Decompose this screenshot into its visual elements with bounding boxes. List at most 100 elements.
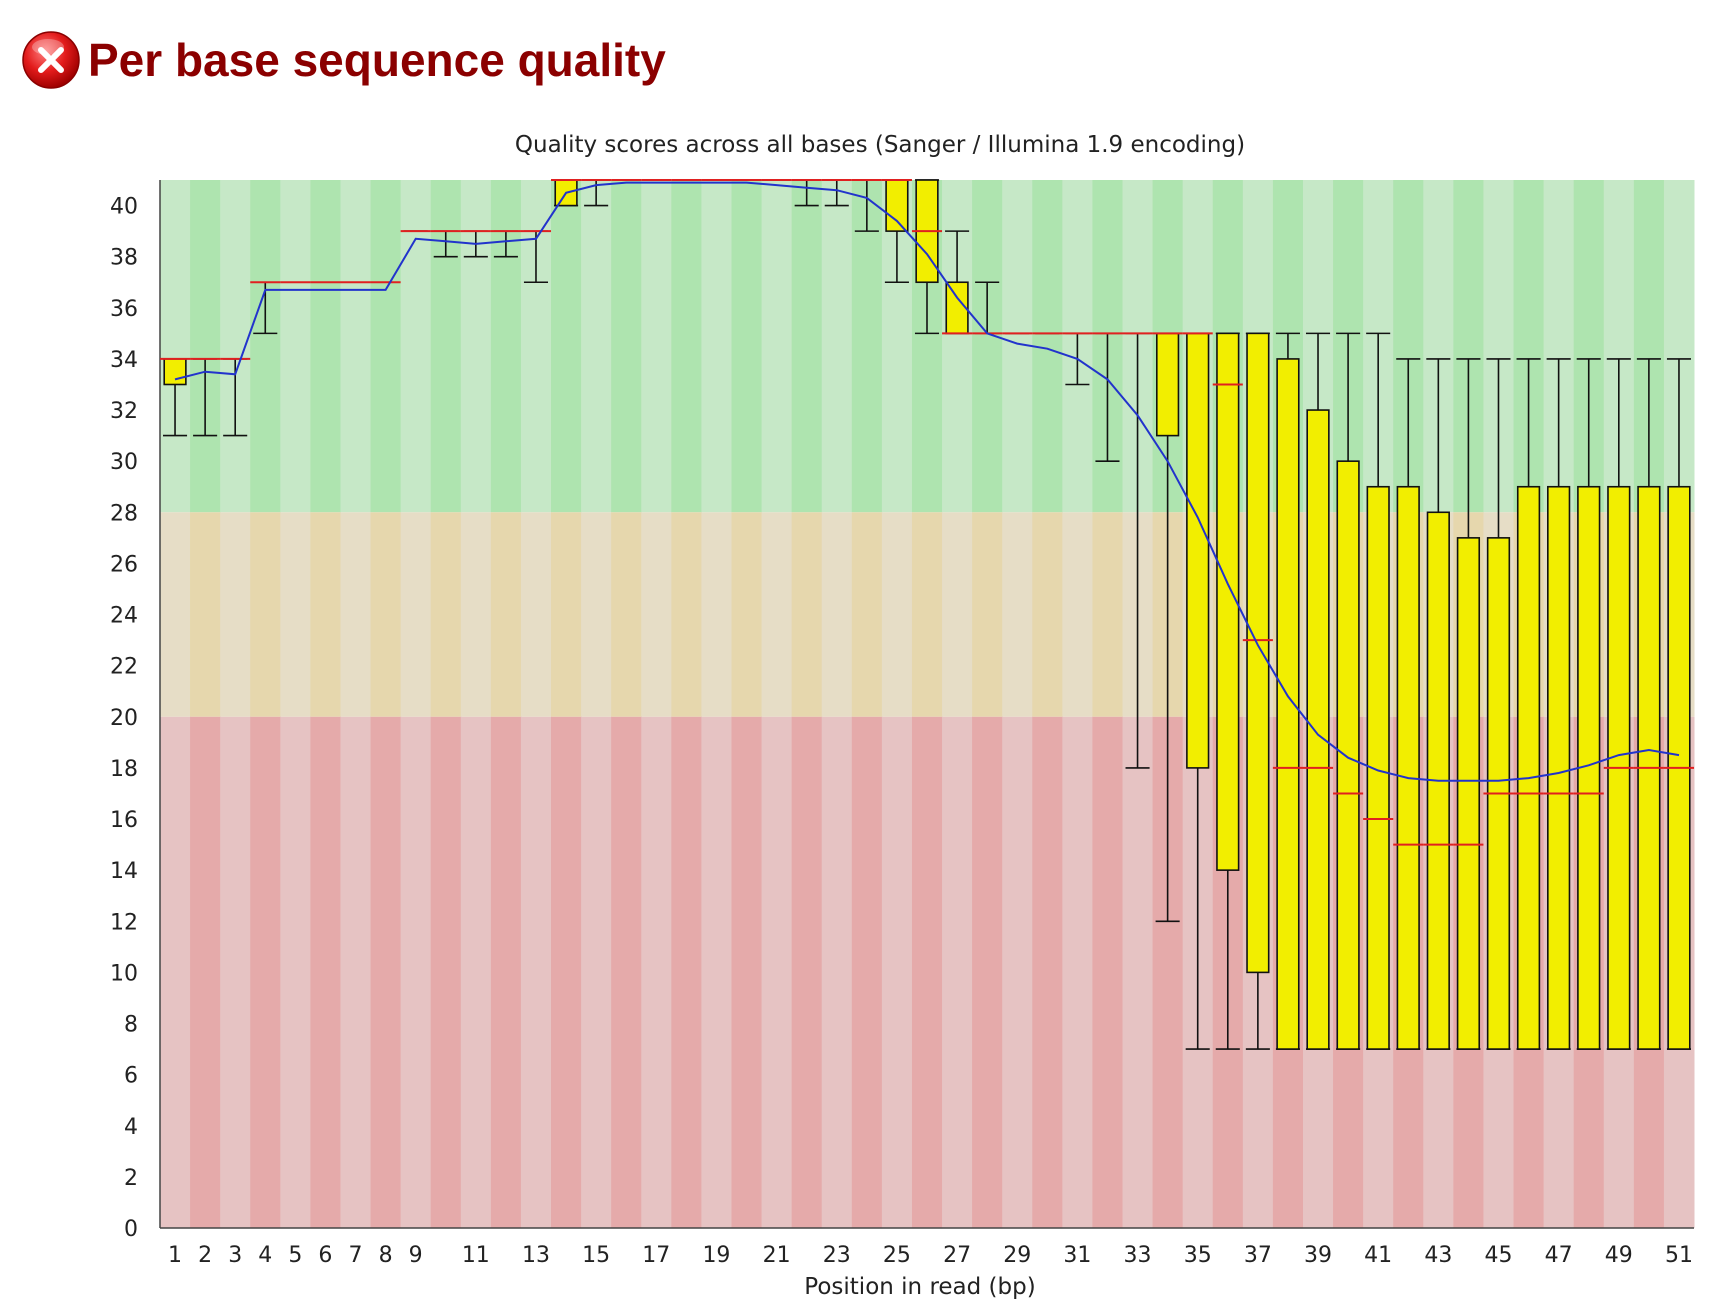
band-poor-stripe	[641, 716, 672, 1228]
iqr-box	[1336, 460, 1360, 1050]
band-warning-stripe	[761, 512, 793, 717]
band-warning-stripe	[821, 512, 853, 717]
x-tick-label: 39	[1304, 1243, 1332, 1268]
band-warning-stripe	[881, 512, 913, 717]
x-tick-label: 27	[943, 1243, 971, 1268]
band-warning-stripe	[731, 512, 763, 717]
band-warning-stripe	[280, 512, 311, 717]
band-good-stripe	[430, 180, 462, 513]
x-tick-label: 43	[1424, 1243, 1452, 1268]
x-tick-label: 6	[318, 1243, 332, 1268]
band-good-stripe	[761, 180, 793, 513]
band-poor-stripe	[430, 716, 462, 1228]
y-tick-label: 0	[124, 1217, 138, 1242]
band-warning-stripe	[490, 512, 522, 717]
band-poor-stripe	[520, 716, 552, 1228]
y-tick-label: 30	[110, 450, 138, 475]
band-good-stripe	[641, 180, 672, 513]
y-tick-label: 18	[110, 757, 138, 782]
band-warning-stripe	[520, 512, 552, 717]
x-tick-label: 47	[1545, 1243, 1573, 1268]
iqr-box	[1516, 485, 1541, 1050]
y-tick-label: 38	[110, 246, 138, 271]
band-poor-stripe	[671, 716, 702, 1228]
band-warning-stripe	[190, 512, 221, 717]
x-tick-label: 13	[522, 1243, 550, 1268]
band-warning-stripe	[340, 512, 372, 717]
band-warning-stripe	[551, 512, 582, 717]
band-warning-stripe	[972, 512, 1003, 717]
mean-quality-line	[174, 181, 1680, 782]
x-tick-label: 51	[1665, 1243, 1693, 1268]
iqr-box	[1155, 332, 1180, 437]
band-poor-stripe	[160, 716, 191, 1228]
band-poor-stripe	[972, 716, 1003, 1228]
band-warning-stripe	[1062, 512, 1093, 717]
band-poor-stripe	[1032, 716, 1063, 1228]
band-poor-stripe	[1092, 716, 1124, 1228]
band-good-stripe	[370, 180, 402, 513]
y-tick-label: 26	[110, 552, 138, 577]
y-tick-label: 4	[124, 1115, 138, 1140]
band-warning-stripe	[581, 512, 612, 717]
iqr-box	[1276, 358, 1300, 1050]
band-poor-stripe	[1062, 716, 1093, 1228]
page-title: Per base sequence quality	[88, 34, 666, 86]
x-tick-label: 29	[1003, 1243, 1031, 1268]
band-good-stripe	[581, 180, 612, 513]
band-poor-stripe	[1002, 716, 1033, 1228]
iqr-box	[1396, 485, 1420, 1050]
y-tick-label: 10	[110, 961, 138, 986]
iqr-box	[163, 358, 187, 386]
y-tick-label: 14	[110, 859, 138, 884]
x-tick-label: 8	[379, 1243, 393, 1268]
band-good-stripe	[671, 180, 702, 513]
band-good-stripe	[551, 180, 582, 513]
band-poor-stripe	[280, 716, 311, 1228]
band-good-stripe	[490, 180, 522, 513]
band-good-stripe	[160, 180, 191, 513]
band-poor-stripe	[220, 716, 251, 1228]
band-good-stripe	[520, 180, 552, 513]
band-warning-stripe	[911, 512, 943, 717]
fail-x-icon	[22, 31, 80, 89]
x-tick-label: 7	[349, 1243, 363, 1268]
x-tick-label: 37	[1244, 1243, 1272, 1268]
band-poor-stripe	[731, 716, 763, 1228]
x-tick-label: 33	[1124, 1243, 1152, 1268]
iqr-box	[1246, 332, 1270, 974]
y-tick-label: 16	[110, 808, 138, 833]
iqr-box	[1547, 485, 1571, 1050]
band-warning-stripe	[1092, 512, 1124, 717]
band-poor-stripe	[190, 716, 221, 1228]
band-poor-stripe	[250, 716, 281, 1228]
x-tick-label: 31	[1063, 1243, 1091, 1268]
y-tick-label: 32	[110, 399, 138, 424]
band-warning-stripe	[310, 512, 341, 717]
y-tick-label: 28	[110, 501, 138, 526]
iqr-box	[1186, 332, 1210, 769]
band-good-stripe	[701, 180, 732, 513]
y-tick-label: 34	[110, 348, 138, 373]
band-good-stripe	[791, 180, 823, 513]
iqr-box	[1306, 409, 1330, 1050]
module-header: Per base sequence quality	[20, 24, 666, 96]
iqr-box	[885, 179, 909, 232]
band-good-stripe	[310, 180, 341, 513]
x-tick-label: 49	[1605, 1243, 1633, 1268]
y-tick-label: 36	[110, 297, 138, 322]
x-tick-label: 3	[228, 1243, 242, 1268]
band-warning-stripe	[942, 512, 973, 717]
y-tick-label: 24	[110, 604, 138, 629]
band-poor-stripe	[310, 716, 341, 1228]
band-good-stripe	[731, 180, 763, 513]
band-warning-stripe	[671, 512, 702, 717]
chart-title: Quality scores across all bases (Sanger …	[515, 132, 1245, 158]
y-tick-label: 22	[110, 655, 138, 680]
band-good-stripe	[250, 180, 281, 513]
mean-line-layer	[174, 181, 1680, 782]
band-warning-stripe	[370, 512, 402, 717]
y-tick-label: 20	[110, 706, 138, 731]
